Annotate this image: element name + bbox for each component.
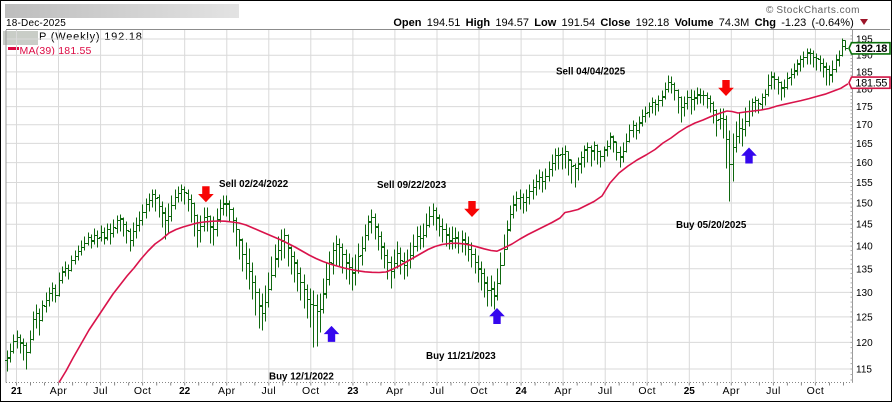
- svg-text:23: 23: [347, 386, 359, 397]
- svg-text:Jul: Jul: [598, 385, 613, 397]
- svg-text:165: 165: [856, 139, 873, 150]
- svg-text:Oct: Oct: [638, 385, 656, 397]
- svg-text:Jul: Jul: [261, 385, 276, 397]
- svg-text:115: 115: [856, 365, 872, 376]
- svg-text:Buy 11/21/2023: Buy 11/21/2023: [426, 351, 496, 362]
- svg-text:Oct: Oct: [807, 385, 825, 397]
- svg-text:Jul: Jul: [93, 385, 108, 397]
- svg-text:Oct: Oct: [470, 385, 488, 397]
- svg-text:192.18: 192.18: [855, 43, 887, 55]
- svg-text:21: 21: [11, 386, 23, 397]
- svg-text:Apr: Apr: [50, 385, 68, 397]
- svg-text:135: 135: [856, 264, 873, 275]
- svg-text:Buy 12/1/2022: Buy 12/1/2022: [269, 372, 334, 383]
- svg-text:195: 195: [856, 35, 873, 46]
- svg-text:Sell 02/24/2022: Sell 02/24/2022: [219, 179, 289, 190]
- svg-text:Apr: Apr: [723, 385, 741, 397]
- svg-text:24: 24: [516, 386, 528, 397]
- svg-text:185: 185: [856, 67, 873, 78]
- svg-text:125: 125: [856, 312, 873, 323]
- svg-text:Oct: Oct: [302, 385, 320, 397]
- svg-text:Oct: Oct: [134, 385, 152, 397]
- svg-text:130: 130: [856, 288, 873, 299]
- svg-text:120: 120: [856, 338, 873, 349]
- svg-text:Apr: Apr: [386, 385, 404, 397]
- svg-text:190: 190: [856, 51, 873, 62]
- svg-text:Sell 04/04/2025: Sell 04/04/2025: [556, 67, 626, 78]
- svg-text:155: 155: [856, 178, 873, 189]
- svg-text:175: 175: [856, 102, 873, 113]
- svg-text:Apr: Apr: [554, 385, 572, 397]
- svg-text:Jul: Jul: [430, 385, 445, 397]
- svg-text:140: 140: [856, 242, 873, 253]
- svg-text:160: 160: [856, 158, 873, 169]
- svg-text:Buy 05/20/2025: Buy 05/20/2025: [676, 220, 747, 231]
- svg-text:170: 170: [856, 120, 873, 131]
- svg-text:Sell 09/22/2023: Sell 09/22/2023: [377, 180, 447, 191]
- svg-text:Apr: Apr: [218, 385, 236, 397]
- svg-text:Jul: Jul: [766, 385, 781, 397]
- svg-text:180: 180: [856, 85, 873, 96]
- svg-text:181.55: 181.55: [855, 78, 887, 90]
- svg-text:25: 25: [684, 386, 696, 397]
- svg-text:145: 145: [856, 220, 873, 231]
- svg-text:150: 150: [856, 199, 873, 210]
- svg-text:22: 22: [179, 386, 191, 397]
